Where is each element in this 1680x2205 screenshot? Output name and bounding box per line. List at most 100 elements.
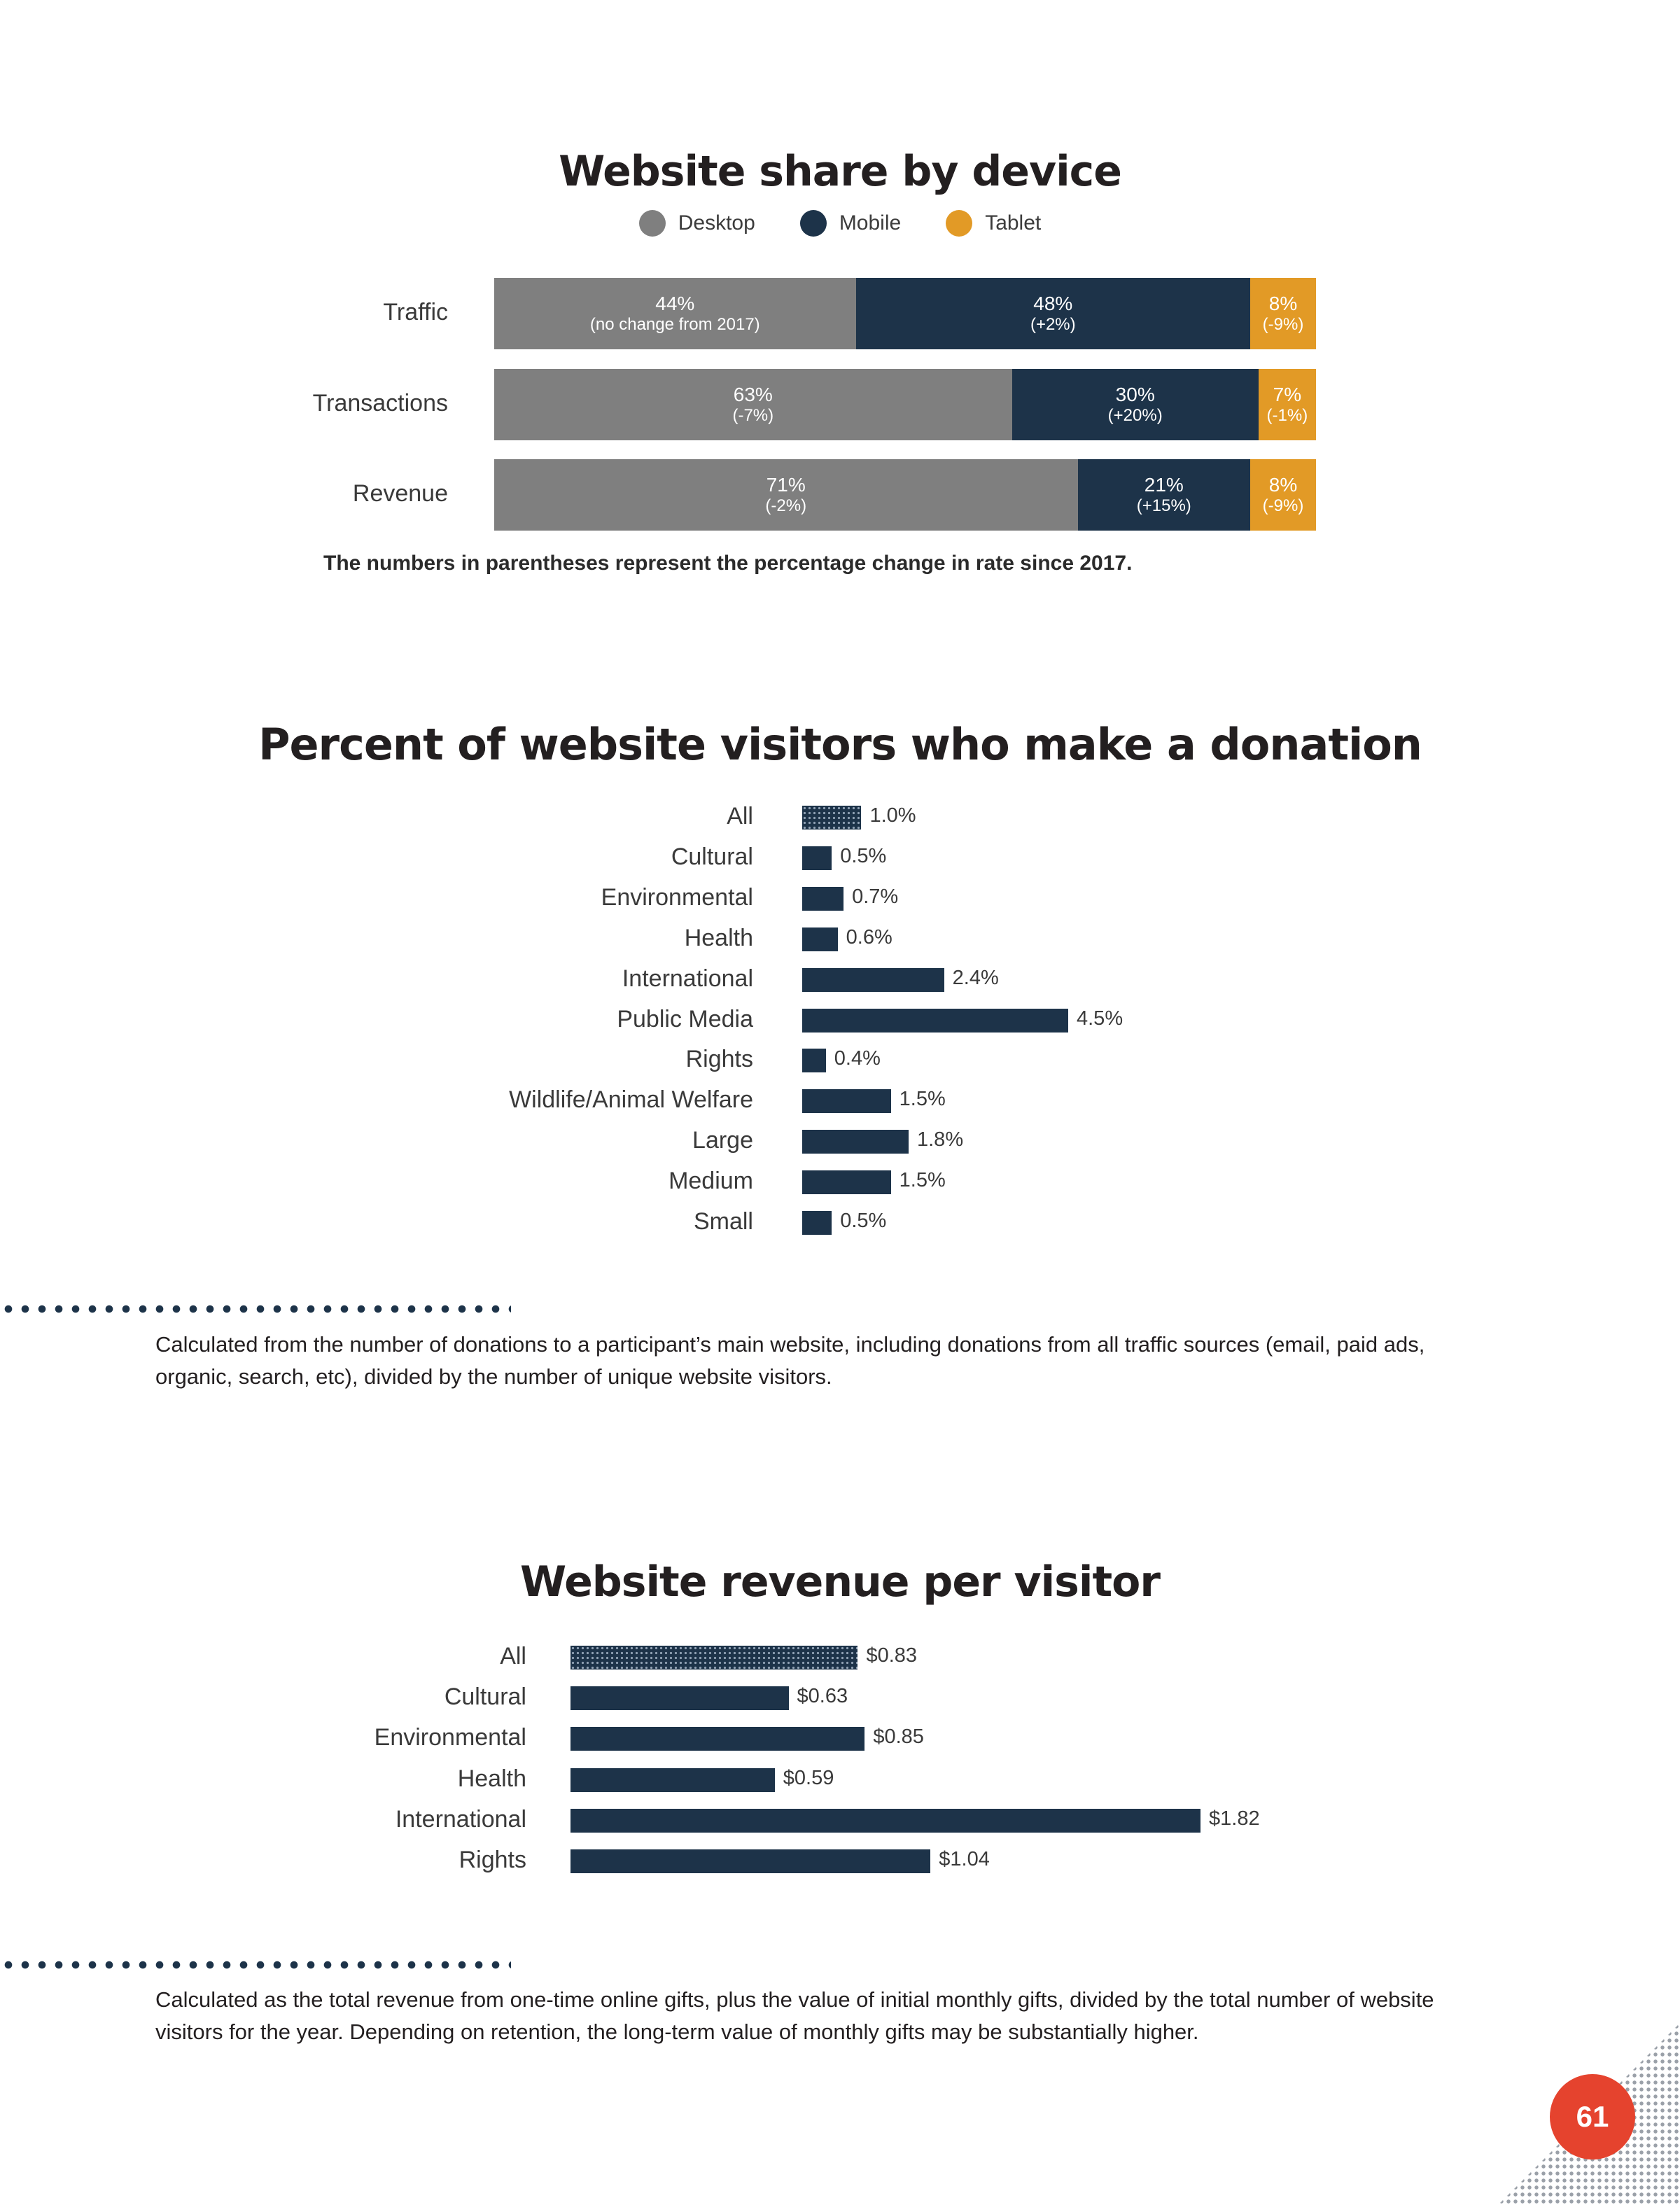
segment-change: (-1%) [1266, 406, 1308, 426]
donation-title: Percent of website visitors who make a d… [258, 719, 1422, 770]
bar [570, 1686, 789, 1711]
device-segment-tablet: 7% (-1%) [1258, 369, 1316, 440]
donation-note: Calculated from the number of donations … [155, 1332, 1425, 1389]
bar-value-label: $0.63 [797, 1685, 848, 1708]
bar-category-label: Rights [458, 1847, 526, 1873]
segment-change: (-7%) [732, 406, 774, 426]
bar [802, 967, 944, 992]
bar-value-label: 1.5% [899, 1169, 946, 1192]
device-row-label: Transactions [312, 390, 448, 416]
bar-value-label: 1.0% [869, 804, 916, 827]
bar-category-label: Cultural [444, 1684, 526, 1711]
device-segment-desktop: 63% (-7%) [494, 369, 1012, 440]
bar [802, 1049, 826, 1073]
mobile-swatch-icon [799, 210, 827, 237]
bar [802, 1130, 909, 1154]
revenue-title: Website revenue per visitor [520, 1558, 1161, 1606]
bar [802, 1008, 1068, 1032]
legend-desktop: Desktop [638, 210, 755, 237]
device-stack-bar: 44% (no change from 2017) 48% (+2%) 8% (-9%) [494, 278, 1316, 349]
segment-change: (+2%) [1030, 315, 1076, 335]
legend-mobile-label: Mobile [839, 211, 902, 234]
dotted-divider-1 [0, 1305, 511, 1313]
bar-category-label: Wildlife/Animal Welfare [509, 1086, 753, 1114]
segment-percent: 63% [733, 384, 773, 406]
dotted-divider-2 [0, 1961, 511, 1969]
bar-category-label: Rights [685, 1046, 753, 1073]
bar-value-label: $0.59 [783, 1766, 834, 1789]
device-footnote: The numbers in parentheses represent the… [323, 552, 1133, 575]
bar-value-label: 2.4% [952, 966, 999, 989]
bar-value-label: 0.4% [834, 1047, 881, 1070]
bar [570, 1849, 931, 1873]
legend-mobile: Mobile [799, 210, 902, 237]
bar-category-label: All [727, 803, 753, 830]
legend-tablet: Tablet [946, 210, 1041, 237]
bar [570, 1768, 775, 1792]
segment-percent: 48% [1033, 293, 1073, 315]
bar-value-label: $1.04 [939, 1848, 990, 1870]
device-segment-mobile: 48% (+2%) [855, 278, 1251, 349]
segment-change: (no change from 2017) [589, 315, 760, 335]
device-segment-desktop: 44% (no change from 2017) [494, 278, 856, 349]
bar-value-label: 4.5% [1077, 1007, 1124, 1030]
bar-value-label: 0.6% [846, 925, 892, 948]
bar-category-label: Public Media [617, 1005, 753, 1032]
segment-percent: 8% [1268, 293, 1298, 315]
bar-category-label: Medium [668, 1168, 753, 1195]
desktop-swatch-icon [638, 210, 666, 237]
segment-percent: 71% [766, 474, 806, 496]
segment-percent: 30% [1115, 384, 1155, 406]
device-stack-bar: 63% (-7%) 30% (+20%) 7% (-1%) [494, 369, 1316, 440]
page-number-badge: 61 [1550, 2074, 1635, 2160]
bar-category-label: International [395, 1805, 526, 1833]
bar-category-label: Cultural [671, 843, 753, 870]
segment-change: (+20%) [1107, 406, 1163, 426]
bar-category-label: Health [684, 924, 753, 951]
bar-category-label: Large [692, 1127, 753, 1154]
bar [570, 1646, 858, 1670]
bar [802, 846, 832, 870]
bar [570, 1808, 1200, 1833]
segment-percent: 44% [655, 293, 695, 315]
bar-category-label: All [500, 1643, 526, 1670]
device-segment-mobile: 30% (+20%) [1011, 369, 1259, 440]
device-segment-desktop: 71% (-2%) [494, 459, 1078, 531]
bar-value-label: 1.8% [917, 1128, 964, 1152]
bar-value-label: 0.5% [840, 1210, 887, 1232]
segment-change: (-9%) [1262, 315, 1304, 335]
bar [802, 927, 838, 951]
bar-value-label: 0.5% [840, 844, 887, 867]
device-legend: Desktop Mobile Tablet [0, 210, 1680, 237]
bar-value-label: $0.85 [873, 1726, 924, 1749]
segment-change: (-9%) [1262, 496, 1304, 516]
bar-category-label: Environmental [374, 1724, 526, 1751]
revenue-note: Calculated as the total revenue from one… [155, 1987, 1434, 2044]
bar [802, 806, 862, 830]
device-row-label: Traffic [383, 299, 448, 326]
bar-value-label: 0.7% [852, 885, 899, 908]
device-share-title: Website share by device [559, 147, 1122, 196]
device-segment-tablet: 8% (-9%) [1250, 278, 1316, 349]
legend-tablet-label: Tablet [985, 211, 1042, 234]
bar-value-label: $1.82 [1209, 1807, 1260, 1830]
device-stack-bar: 71% (-2%) 21% (+15%) 8% (-9%) [494, 459, 1316, 531]
bar-category-label: Small [693, 1208, 753, 1235]
bar [802, 886, 844, 911]
segment-percent: 21% [1144, 474, 1184, 496]
device-segment-mobile: 21% (+15%) [1077, 459, 1251, 531]
segment-percent: 7% [1273, 384, 1302, 406]
bar-category-label: International [622, 965, 753, 992]
device-row-label: Revenue [352, 480, 448, 507]
tablet-swatch-icon [946, 210, 973, 237]
bar-category-label: Health [457, 1765, 526, 1792]
bar [802, 1170, 891, 1195]
bar [802, 1211, 832, 1235]
bar-value-label: $0.83 [866, 1644, 918, 1667]
segment-percent: 8% [1268, 474, 1298, 496]
segment-change: (-2%) [765, 496, 807, 516]
bar [802, 1089, 891, 1114]
bar-value-label: 1.5% [899, 1088, 946, 1111]
device-segment-tablet: 8% (-9%) [1250, 459, 1316, 531]
segment-change: (+15%) [1136, 496, 1191, 516]
